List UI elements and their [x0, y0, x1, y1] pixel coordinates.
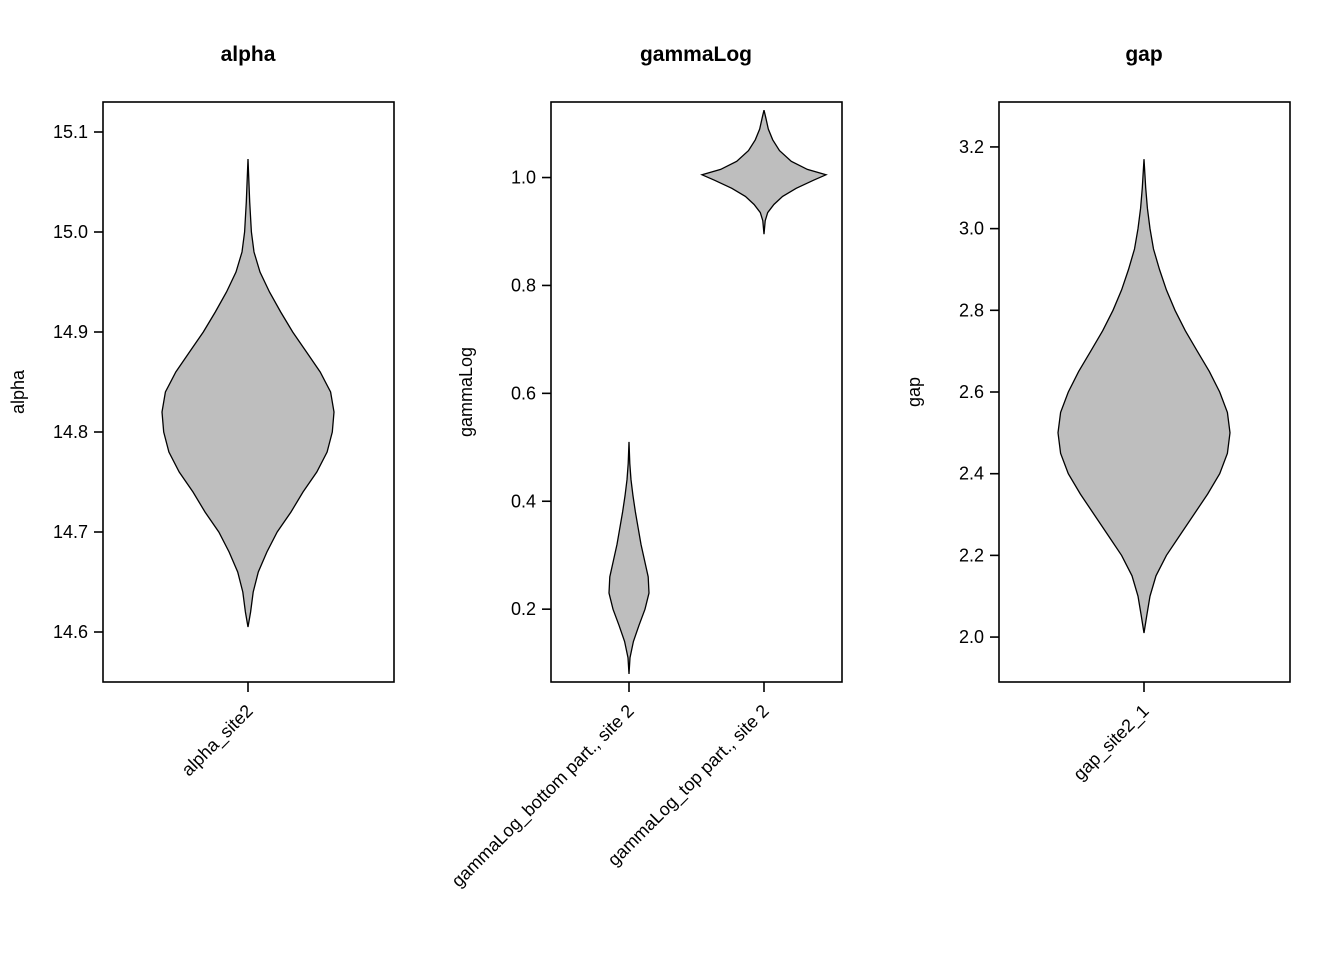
y-tick-label-gammalog-3: 0.8: [511, 275, 536, 295]
y-ticks-gap: 2.0 2.2 2.4 2.6 2.8 3.0 3.2: [959, 137, 999, 647]
y-axis-label-gammalog: gammaLog: [456, 347, 476, 437]
y-tick-label-alpha-0: 14.6: [53, 622, 88, 642]
y-tick-label-gammalog-0: 0.2: [511, 599, 536, 619]
y-tick-label-alpha-1: 14.7: [53, 522, 88, 542]
violin-gap-0: [1057, 159, 1231, 634]
y-axis-label-gap: gap: [904, 377, 924, 407]
y-tick-label-alpha-4: 15.0: [53, 222, 88, 242]
y-tick-label-gap-1: 2.2: [959, 545, 984, 565]
y-ticks-gammalog: 0.2 0.4 0.6 0.8 1.0: [511, 168, 551, 619]
y-tick-label-gap-0: 2.0: [959, 627, 984, 647]
y-tick-label-alpha-5: 15.1: [53, 122, 88, 142]
x-category-label-gap-0: gap_site2_1: [1069, 701, 1153, 785]
y-tick-label-gap-3: 2.6: [959, 382, 984, 402]
panel-title-alpha: alpha: [221, 43, 276, 66]
y-tick-label-alpha-2: 14.8: [53, 422, 88, 442]
y-tick-label-gap-4: 2.8: [959, 300, 984, 320]
x-category-label-alpha-0: alpha_site2: [178, 701, 258, 781]
y-tick-label-gap-6: 3.2: [959, 137, 984, 157]
x-ticks-gammalog: gammaLog_bottom part., site 2gammaLog_to…: [448, 682, 774, 892]
y-tick-label-gammalog-4: 1.0: [511, 168, 536, 188]
panel-gammalog: gammaLog gammaLog 0.2 0.4 0.6 0.8 1.0 gammaL…: [448, 43, 843, 892]
y-tick-label-alpha-3: 14.9: [53, 322, 88, 342]
y-axis-label-alpha: alpha: [8, 369, 28, 414]
panel-title-gap: gap: [1125, 43, 1162, 66]
y-ticks-alpha: 14.6 14.7 14.8 14.9 15.0 15.1: [53, 122, 103, 642]
panel-alpha: alpha alpha 14.6 14.7 14.8 14.9 15.0 15.1 alp…: [8, 43, 395, 781]
x-ticks-gap: gap_site2_1: [1069, 682, 1154, 785]
panel-title-gammalog: gammaLog: [640, 43, 752, 66]
x-ticks-alpha: alpha_site2: [178, 682, 258, 781]
y-tick-label-gammalog-2: 0.6: [511, 383, 536, 403]
violins-alpha: [161, 158, 335, 628]
violin-gammalog-1: [700, 109, 828, 235]
violin-alpha-0: [161, 158, 335, 628]
plot-frame-gap: [998, 101, 1291, 683]
plot-frame-gammalog: [550, 101, 843, 683]
x-category-label-gammalog-1: gammaLog_top part., site 2: [604, 701, 774, 871]
plot-frame-alpha: [102, 101, 395, 683]
violins-gap: [1057, 159, 1231, 634]
y-tick-label-gap-5: 3.0: [959, 219, 984, 239]
y-tick-label-gap-2: 2.4: [959, 464, 984, 484]
y-tick-label-gammalog-1: 0.4: [511, 491, 536, 511]
panel-gap: gap gap 2.0 2.2 2.4 2.6 2.8 3.0 3.2 gap_site2_…: [904, 43, 1291, 785]
violin-gammalog-0: [608, 441, 650, 674]
violins-gammalog: [608, 109, 828, 674]
